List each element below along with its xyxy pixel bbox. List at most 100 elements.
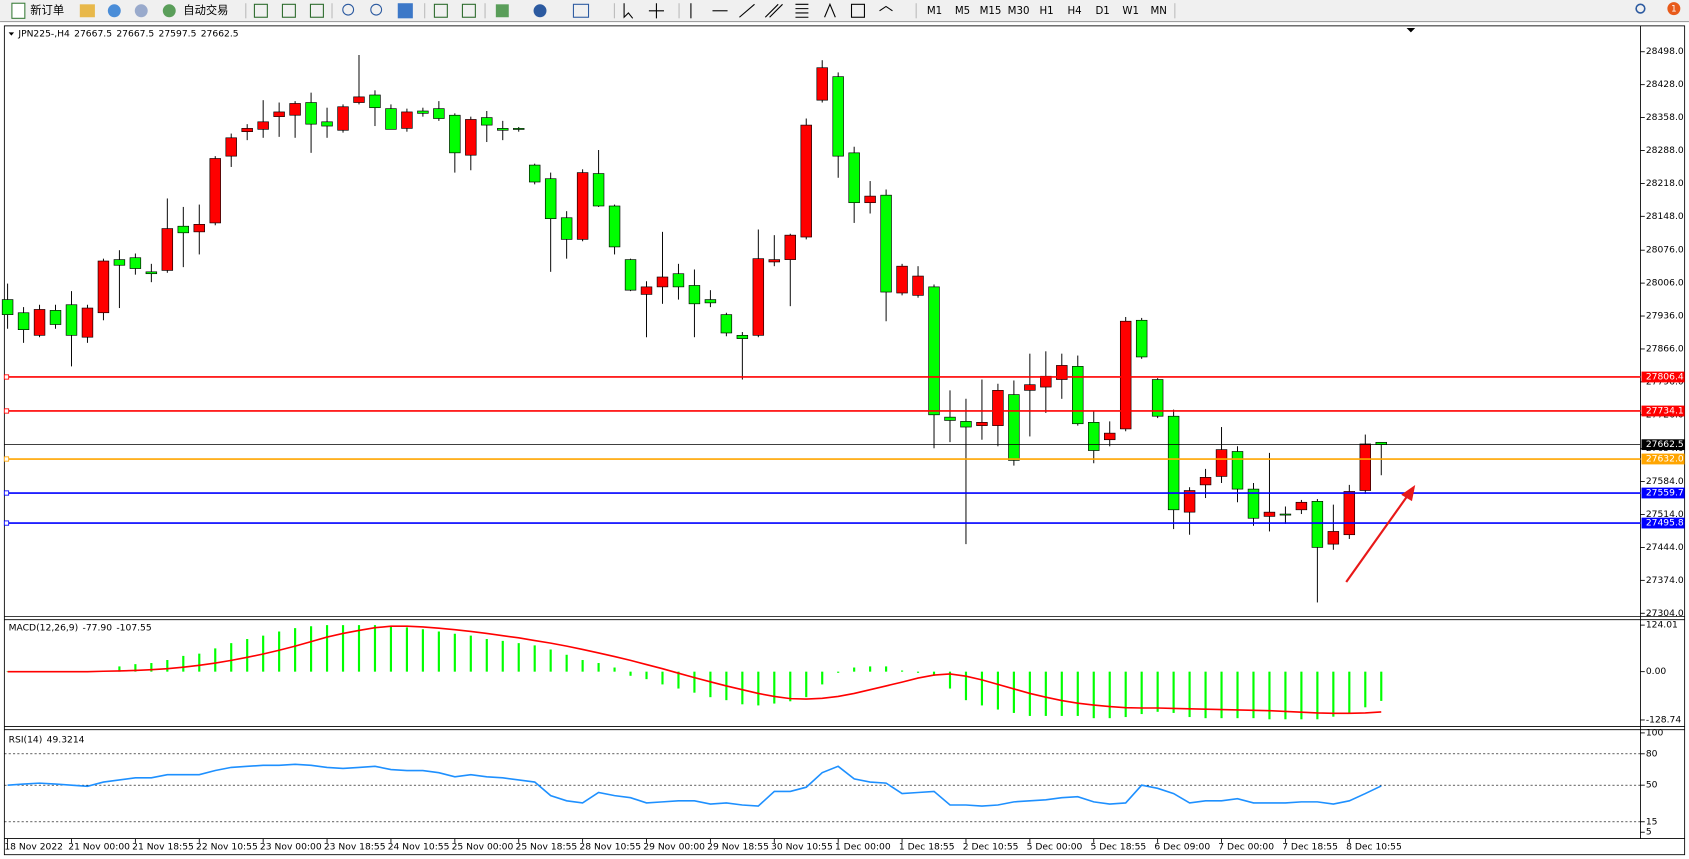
candle-body (720, 314, 733, 334)
macd-bar (230, 643, 233, 672)
ohlc-value: 27662.5 (201, 28, 239, 39)
search-icon[interactable] (1635, 3, 1646, 14)
candle-body (65, 304, 78, 336)
macd-bar (341, 625, 345, 672)
price-level-handle[interactable] (3, 520, 10, 526)
timeframe-button[interactable]: M5 (955, 6, 970, 17)
macd-bar (246, 639, 249, 672)
crosshair-tool[interactable] (648, 3, 664, 19)
macd-bar (741, 671, 744, 705)
candle-body (289, 103, 301, 116)
price-level-handle[interactable] (3, 408, 10, 414)
y-tick-label: 100 (1646, 727, 1664, 738)
zoom-in[interactable] (342, 3, 355, 16)
macd-bar (805, 671, 808, 698)
y-tick-label: 27304.0 (1646, 608, 1684, 619)
timeframe-button[interactable]: W1 (1122, 6, 1139, 17)
tile-icon[interactable] (397, 3, 413, 19)
icon[interactable] (433, 3, 448, 18)
candle-body (896, 265, 908, 294)
y-tick-label: 28498.0 (1646, 46, 1684, 57)
ohlc-value: 27597.5 (159, 28, 197, 39)
icon[interactable] (461, 3, 476, 18)
timeframe-button[interactable]: H4 (1068, 6, 1082, 17)
plot: 28498.0 28428.0 28358.0 28288.0 28218.0 28148… (1, 28, 1685, 853)
candle-body (928, 286, 940, 416)
timeframe-button[interactable]: D1 (1095, 6, 1109, 17)
price-level-label: 27632.0 (1646, 454, 1684, 465)
new-order-icon[interactable] (11, 2, 26, 19)
price-level-handle[interactable] (3, 490, 10, 496)
x-tick-label: 24 Nov 10:55 (388, 842, 450, 853)
y-tick-label: 28358.0 (1646, 112, 1684, 123)
macd-bar (182, 655, 185, 672)
rsi-value: 49.3214 (47, 734, 85, 745)
macd-bar (357, 625, 361, 672)
icon[interactable] (572, 3, 590, 18)
icon[interactable] (134, 4, 148, 18)
timeframe-button[interactable]: MN (1150, 6, 1166, 17)
fibo-tool[interactable] (795, 3, 809, 18)
shapes-tool[interactable] (879, 5, 893, 12)
macd-bar (1108, 671, 1111, 719)
candle-body (1119, 320, 1132, 430)
candle-body (1279, 513, 1292, 516)
candle-body (1311, 501, 1324, 548)
zoom-out[interactable] (370, 3, 383, 16)
icon[interactable] (533, 4, 547, 18)
timeframe-button[interactable]: M1 (927, 6, 942, 17)
text-tool[interactable] (824, 2, 836, 18)
auto-trading-button[interactable]: 自动交易 (183, 3, 228, 17)
icon[interactable] (495, 4, 509, 18)
candle-body (209, 158, 221, 224)
macd-bar (932, 671, 936, 676)
y-tick-label: 0.00 (1646, 666, 1667, 677)
indicator-name: RSI(14) (9, 734, 43, 745)
icon[interactable] (309, 3, 324, 18)
x-tick-label: 25 Nov 18:55 (515, 842, 577, 853)
icon[interactable] (107, 4, 121, 18)
icon[interactable] (253, 3, 268, 18)
macd-bar (1284, 671, 1287, 720)
label-tool[interactable] (850, 3, 865, 18)
cursor-tool[interactable] (623, 3, 634, 19)
new-order-button[interactable]: 新订单 (30, 3, 64, 17)
macd-bar (1380, 671, 1383, 701)
macd-bar (693, 671, 696, 693)
channel-tool[interactable] (764, 3, 783, 18)
candle-body (97, 260, 110, 314)
candle-body (880, 194, 892, 293)
notification-badge[interactable] (1667, 2, 1681, 16)
macd-bar (1236, 671, 1239, 719)
price-level-label: 27806.4 (1646, 371, 1684, 382)
macd-bar (485, 639, 488, 672)
macd-bar (118, 666, 121, 672)
icon[interactable] (281, 3, 296, 18)
candle-body (49, 310, 62, 325)
timeframe-button[interactable]: M30 (1008, 6, 1030, 17)
price-level-handle[interactable] (3, 456, 10, 462)
ohlc-value: 27667.5 (116, 28, 154, 39)
candle-body (481, 117, 493, 126)
macd-bar (310, 626, 313, 672)
symbol-menu-arrow[interactable] (8, 32, 15, 36)
candle-body (640, 286, 653, 295)
x-tick-label: 21 Nov 18:55 (132, 842, 194, 853)
candle-body (1199, 477, 1212, 486)
toolbar: 新订单 自动交易 M1 M5 M15 M30 H1 H4 D1 W1 MN (0, 0, 1689, 23)
annotation-arrowhead (1401, 485, 1416, 502)
icon[interactable] (79, 4, 95, 18)
timeframe-button[interactable]: H1 (1039, 6, 1053, 17)
candle-body (912, 275, 924, 296)
macd-bar (1188, 671, 1191, 718)
timeframe-button[interactable]: M15 (980, 6, 1002, 17)
candle-body (417, 110, 429, 114)
candle-body (145, 271, 158, 275)
price-level-handle[interactable] (3, 374, 10, 380)
x-tick-label: 22 Nov 10:55 (196, 842, 258, 853)
trendline-tool[interactable] (739, 3, 755, 18)
auto-trading-icon[interactable] (162, 4, 176, 18)
candle-body (1183, 490, 1196, 513)
x-tick-label: 7 Dec 18:55 (1282, 842, 1338, 853)
